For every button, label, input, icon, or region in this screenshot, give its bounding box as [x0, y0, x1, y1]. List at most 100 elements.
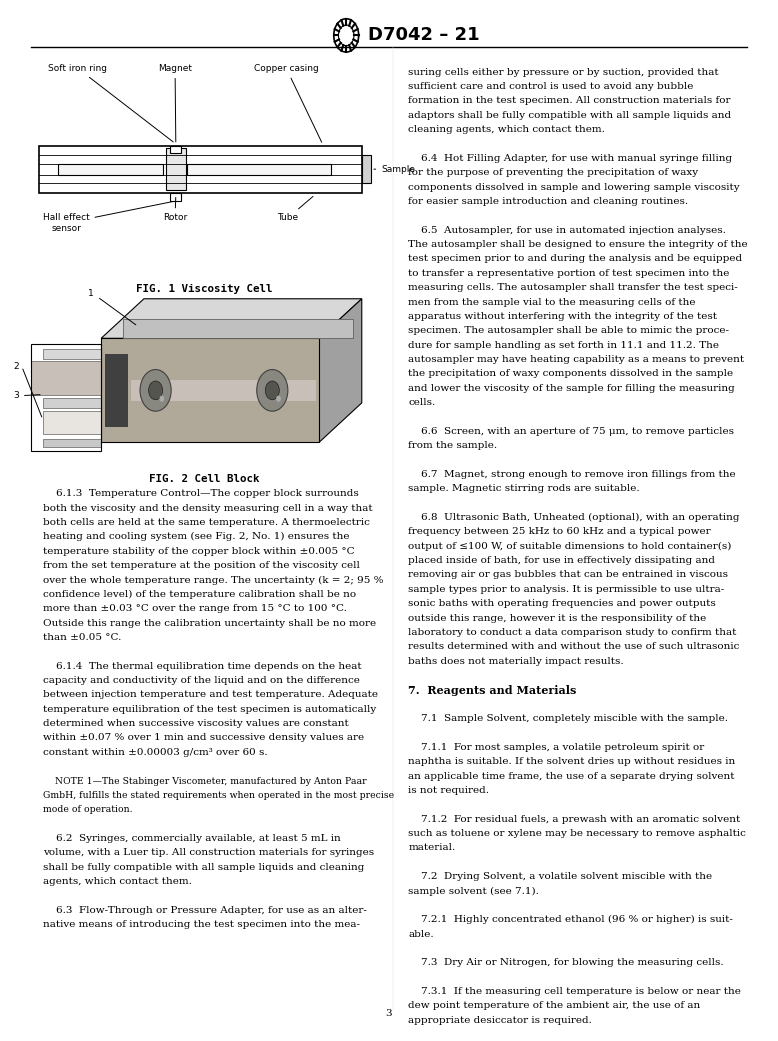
- Text: Hall effect
sensor: Hall effect sensor: [43, 202, 173, 233]
- Text: 7.2  Drying Solvent, a volatile solvent miscible with the: 7.2 Drying Solvent, a volatile solvent m…: [408, 872, 713, 881]
- Text: 3: 3: [386, 1009, 392, 1018]
- Text: removing air or gas bubbles that can be entrained in viscous: removing air or gas bubbles that can be …: [408, 570, 728, 580]
- Text: able.: able.: [408, 930, 434, 939]
- Text: sonic baths with operating frequencies and power outputs: sonic baths with operating frequencies a…: [408, 600, 717, 608]
- Text: capacity and conductivity of the liquid and on the difference: capacity and conductivity of the liquid …: [43, 676, 359, 685]
- Text: from the set temperature at the position of the viscosity cell: from the set temperature at the position…: [43, 561, 359, 570]
- Text: sample. Magnetic stirring rods are suitable.: sample. Magnetic stirring rods are suita…: [408, 484, 640, 493]
- Text: 6.7  Magnet, strong enough to remove iron fillings from the: 6.7 Magnet, strong enough to remove iron…: [408, 469, 736, 479]
- Text: confidence level) of the temperature calibration shall be no: confidence level) of the temperature cal…: [43, 590, 356, 599]
- Bar: [362, 155, 371, 183]
- Text: for easier sample introduction and cleaning routines.: for easier sample introduction and clean…: [408, 197, 689, 206]
- Text: components dissolved in sample and lowering sample viscosity: components dissolved in sample and lower…: [408, 182, 740, 192]
- Circle shape: [265, 381, 279, 400]
- Text: is not required.: is not required.: [408, 786, 489, 795]
- Text: baths does not materially impact results.: baths does not materially impact results…: [408, 657, 624, 665]
- Circle shape: [159, 396, 164, 402]
- Text: men from the sample vial to the measuring cells of the: men from the sample vial to the measurin…: [408, 298, 696, 306]
- Text: both cells are held at the same temperature. A thermoelectric: both cells are held at the same temperat…: [43, 518, 370, 527]
- Text: 2: 2: [14, 362, 19, 371]
- Bar: [43, 439, 101, 447]
- Text: temperature equilibration of the test specimen is automatically: temperature equilibration of the test sp…: [43, 705, 376, 714]
- Text: Sample: Sample: [374, 164, 415, 174]
- Text: frequency between 25 kHz to 60 kHz and a typical power: frequency between 25 kHz to 60 kHz and a…: [408, 528, 711, 536]
- Text: 6.3  Flow-Through or Pressure Adapter, for use as an alter-: 6.3 Flow-Through or Pressure Adapter, fo…: [43, 906, 366, 915]
- Polygon shape: [101, 299, 362, 338]
- Text: NOTE 1—The Stabinger Viscometer, manufactured by Anton Paar: NOTE 1—The Stabinger Viscometer, manufac…: [43, 777, 366, 786]
- Text: 6.1.3  Temperature Control—The copper block surrounds: 6.1.3 Temperature Control—The copper blo…: [43, 489, 359, 499]
- Text: 7.3  Dry Air or Nitrogen, for blowing the measuring cells.: 7.3 Dry Air or Nitrogen, for blowing the…: [408, 959, 724, 967]
- Text: determined when successive viscosity values are constant: determined when successive viscosity val…: [43, 719, 349, 728]
- Text: over the whole temperature range. The uncertainty (k = 2; 95 %: over the whole temperature range. The un…: [43, 576, 384, 585]
- Text: suring cells either by pressure or by suction, provided that: suring cells either by pressure or by su…: [408, 68, 719, 77]
- Text: FIG. 2 Cell Block: FIG. 2 Cell Block: [149, 474, 260, 484]
- Text: material.: material.: [408, 843, 456, 853]
- Text: D7042 – 21: D7042 – 21: [368, 26, 479, 45]
- Bar: [43, 398, 101, 408]
- Text: specimen. The autosampler shall be able to mimic the proce-: specimen. The autosampler shall be able …: [408, 326, 730, 335]
- Bar: [187, 163, 331, 175]
- Text: apparatus without interfering with the integrity of the test: apparatus without interfering with the i…: [408, 312, 717, 321]
- Text: 7.2.1  Highly concentrated ethanol (96 % or higher) is suit-: 7.2.1 Highly concentrated ethanol (96 % …: [408, 915, 734, 924]
- Text: more than ±0.03 °C over the range from 15 °C to 100 °C.: more than ±0.03 °C over the range from 1…: [43, 604, 347, 613]
- Text: 6.1.4  The thermal equilibration time depends on the heat: 6.1.4 The thermal equilibration time dep…: [43, 662, 362, 670]
- Circle shape: [257, 370, 288, 411]
- Circle shape: [276, 396, 281, 402]
- Text: constant within ±0.00003 g/cm³ over 60 s.: constant within ±0.00003 g/cm³ over 60 s…: [43, 747, 268, 757]
- Text: laboratory to conduct a data comparison study to confirm that: laboratory to conduct a data comparison …: [408, 628, 737, 637]
- Text: within ±0.07 % over 1 min and successive density values are: within ±0.07 % over 1 min and successive…: [43, 734, 364, 742]
- Text: heating and cooling system (see Fig. 2, No. 1) ensures the: heating and cooling system (see Fig. 2, …: [43, 532, 349, 541]
- Text: for the purpose of preventing the precipitation of waxy: for the purpose of preventing the precip…: [408, 169, 699, 177]
- Bar: [170, 193, 181, 201]
- Text: 7.1.1  For most samples, a volatile petroleum spirit or: 7.1.1 For most samples, a volatile petro…: [408, 743, 705, 752]
- Text: Magnet: Magnet: [158, 64, 192, 142]
- Bar: [101, 338, 319, 442]
- Text: 7.1.2  For residual fuels, a prewash with an aromatic solvent: 7.1.2 For residual fuels, a prewash with…: [408, 815, 741, 823]
- Text: the precipitation of waxy components dissolved in the sample: the precipitation of waxy components dis…: [408, 370, 734, 378]
- Text: dure for sample handling as set forth in 11.1 and 11.2. The: dure for sample handling as set forth in…: [408, 340, 720, 350]
- Text: GmbH, fulfills the stated requirements when operated in the most precise: GmbH, fulfills the stated requirements w…: [43, 791, 394, 799]
- Circle shape: [140, 370, 171, 411]
- Text: Outside this range the calibration uncertainty shall be no more: Outside this range the calibration uncer…: [43, 618, 376, 628]
- Bar: [170, 146, 181, 153]
- Text: 6.6  Screen, with an aperture of 75 μm, to remove particles: 6.6 Screen, with an aperture of 75 μm, t…: [408, 427, 734, 436]
- Text: Tube: Tube: [277, 197, 313, 223]
- Text: dew point temperature of the ambient air, the use of an: dew point temperature of the ambient air…: [408, 1001, 701, 1011]
- Text: native means of introducing the test specimen into the mea-: native means of introducing the test spe…: [43, 920, 359, 930]
- Text: formation in the test specimen. All construction materials for: formation in the test specimen. All cons…: [408, 97, 731, 105]
- Text: from the sample.: from the sample.: [408, 441, 498, 450]
- Text: between injection temperature and test temperature. Adequate: between injection temperature and test t…: [43, 690, 378, 700]
- Text: 6.4  Hot Filling Adapter, for use with manual syringe filling: 6.4 Hot Filling Adapter, for use with ma…: [408, 154, 733, 162]
- Text: sample types prior to analysis. It is permissible to use ultra-: sample types prior to analysis. It is pe…: [408, 585, 724, 593]
- Text: Copper casing: Copper casing: [254, 64, 321, 143]
- Text: placed inside of bath, for use in effectively dissipating and: placed inside of bath, for use in effect…: [408, 556, 716, 565]
- Text: than ±0.05 °C.: than ±0.05 °C.: [43, 633, 121, 642]
- Text: 7.  Reagents and Materials: 7. Reagents and Materials: [408, 685, 576, 696]
- Text: both the viscosity and the density measuring cell in a way that: both the viscosity and the density measu…: [43, 504, 373, 512]
- Bar: [122, 319, 353, 338]
- Text: measuring cells. The autosampler shall transfer the test speci-: measuring cells. The autosampler shall t…: [408, 283, 738, 293]
- Text: 6.2  Syringes, commercially available, at least 5 mL in: 6.2 Syringes, commercially available, at…: [43, 834, 341, 843]
- Text: Rotor: Rotor: [163, 198, 187, 223]
- Text: autosampler may have heating capability as a means to prevent: autosampler may have heating capability …: [408, 355, 745, 364]
- Bar: [43, 349, 101, 359]
- Text: agents, which contact them.: agents, which contact them.: [43, 878, 191, 886]
- Text: mode of operation.: mode of operation.: [43, 806, 132, 814]
- Text: FIG. 1 Viscosity Cell: FIG. 1 Viscosity Cell: [136, 284, 272, 295]
- Text: The autosampler shall be designed to ensure the integrity of the: The autosampler shall be designed to ens…: [408, 240, 748, 249]
- Text: sufficient care and control is used to avoid any bubble: sufficient care and control is used to a…: [408, 82, 694, 91]
- Text: to transfer a representative portion of test specimen into the: to transfer a representative portion of …: [408, 269, 730, 278]
- Text: outside this range, however it is the responsibility of the: outside this range, however it is the re…: [408, 613, 706, 623]
- Text: such as toluene or xylene may be necessary to remove asphaltic: such as toluene or xylene may be necessa…: [408, 829, 746, 838]
- Text: 6.8  Ultrasonic Bath, Unheated (optional), with an operating: 6.8 Ultrasonic Bath, Unheated (optional)…: [408, 513, 740, 523]
- Text: adaptors shall be fully compatible with all sample liquids and: adaptors shall be fully compatible with …: [408, 110, 731, 120]
- Text: 7.3.1  If the measuring cell temperature is below or near the: 7.3.1 If the measuring cell temperature …: [408, 987, 741, 996]
- Text: output of ≤100 W, of suitable dimensions to hold container(s): output of ≤100 W, of suitable dimensions…: [408, 541, 732, 551]
- Bar: [166, 148, 186, 191]
- Text: 7.1  Sample Solvent, completely miscible with the sample.: 7.1 Sample Solvent, completely miscible …: [408, 714, 728, 723]
- Text: temperature stability of the copper block within ±0.005 °C: temperature stability of the copper bloc…: [43, 547, 355, 556]
- Bar: [58, 163, 163, 175]
- Bar: [105, 354, 128, 427]
- Text: results determined with and without the use of such ultrasonic: results determined with and without the …: [408, 642, 740, 652]
- Text: 6.5  Autosampler, for use in automated injection analyses.: 6.5 Autosampler, for use in automated in…: [408, 226, 727, 234]
